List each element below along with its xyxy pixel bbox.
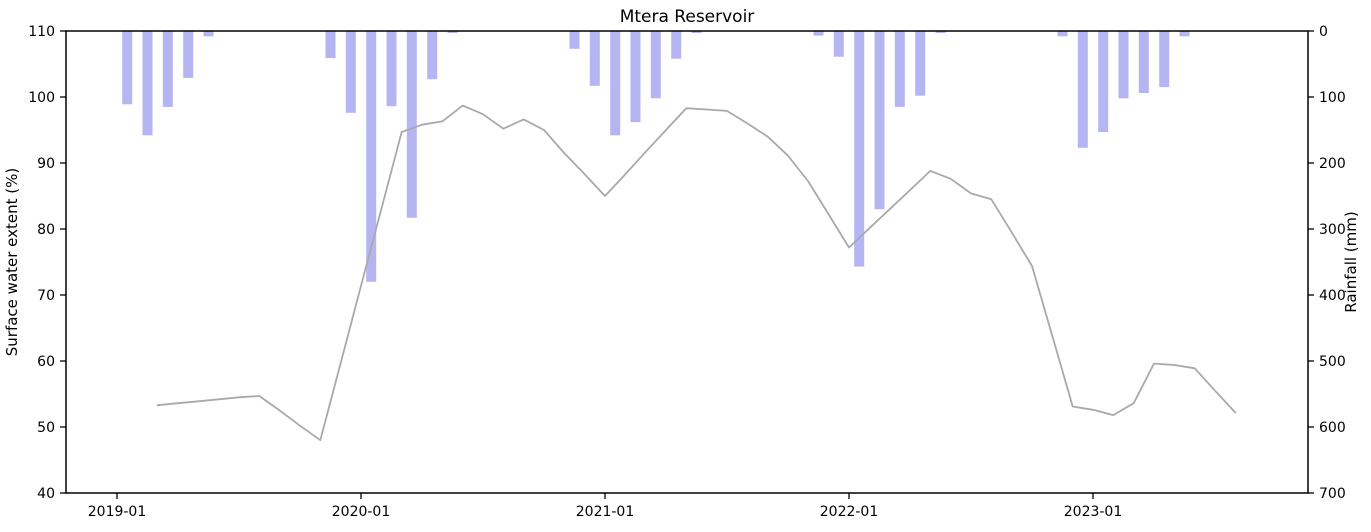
right-tick-label: 100: [1319, 90, 1346, 106]
rainfall-bar: [142, 31, 153, 136]
water-extent-line: [156, 104, 1237, 442]
water-extent-line-layer: [156, 104, 1237, 442]
rainfall-bar: [325, 31, 336, 59]
x-tick-label: 2021-01: [576, 504, 635, 520]
x-tick-label: 2019-01: [88, 504, 147, 520]
left-tick-label: 70: [37, 288, 55, 304]
rainfall-bar: [386, 31, 397, 107]
rainfall-bar: [813, 31, 824, 36]
rainfall-bar: [366, 31, 377, 282]
rainfall-bar: [589, 31, 600, 86]
left-tick-label: 80: [37, 222, 55, 238]
left-tick-label: 50: [37, 420, 55, 436]
right-axis-label: Rainfall (mm): [1342, 211, 1360, 312]
rainfall-bar: [691, 31, 702, 33]
left-tick-label: 60: [37, 354, 55, 370]
rainfall-bar: [1057, 31, 1068, 37]
left-tick-label: 90: [37, 156, 55, 172]
rainfall-bar: [203, 31, 214, 37]
rainfall-bar: [630, 31, 641, 123]
rainfall-bar: [610, 31, 621, 136]
rainfall-bar: [122, 31, 133, 105]
rainfall-bar: [406, 31, 417, 218]
rainfall-bar: [1159, 31, 1170, 88]
x-tick-label: 2020-01: [332, 504, 391, 520]
rainfall-bar: [833, 31, 844, 57]
right-tick-label: 200: [1319, 156, 1346, 172]
axes-layer: 40 50 60 70 80 90 100 110 0 100 200 300 400 500 600 700…: [28, 24, 1345, 520]
left-axis-label: Surface water extent (%): [3, 168, 21, 356]
x-tick-label: 2023-01: [1064, 504, 1123, 520]
right-tick-label: 500: [1319, 354, 1346, 370]
right-tick-label: 300: [1319, 222, 1346, 238]
rainfall-bar: [427, 31, 438, 80]
rainfall-bar: [1118, 31, 1129, 99]
rainfall-bar: [894, 31, 905, 107]
rainfall-bar: [345, 31, 356, 113]
rainfall-bars-layer: [122, 31, 1190, 282]
rainfall-bar: [1098, 31, 1109, 132]
plot-border: [65, 30, 1309, 494]
chart-title: Mtera Reservoir: [620, 7, 755, 27]
rainfall-bar: [874, 31, 885, 210]
rainfall-bar: [854, 31, 865, 267]
right-tick-label: 600: [1319, 420, 1346, 436]
rainfall-bar: [569, 31, 580, 49]
right-tick-label: 400: [1319, 288, 1346, 304]
left-tick-label: 40: [37, 486, 55, 502]
rainfall-bar: [915, 31, 926, 96]
x-tick-label: 2022-01: [820, 504, 879, 520]
right-tick-label: 700: [1319, 486, 1346, 502]
rainfall-bar: [162, 31, 173, 107]
left-tick-label: 110: [28, 24, 55, 40]
rainfall-bar: [1138, 31, 1149, 93]
rainfall-bar: [650, 31, 661, 99]
rainfall-bar: [183, 31, 194, 78]
right-tick-label: 0: [1319, 24, 1328, 40]
rainfall-bar: [447, 31, 458, 33]
rainfall-bar: [1077, 31, 1088, 148]
left-tick-label: 100: [28, 90, 55, 106]
rainfall-bar: [671, 31, 682, 59]
rainfall-bar: [1179, 31, 1190, 37]
rainfall-bar: [935, 31, 946, 33]
